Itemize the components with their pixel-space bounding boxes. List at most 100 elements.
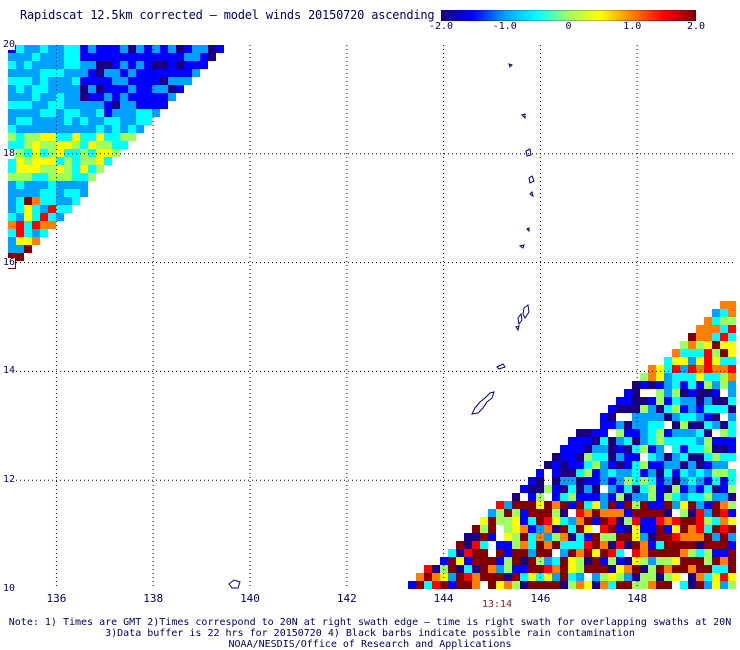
wind-cell xyxy=(688,413,696,421)
wind-cell xyxy=(568,573,576,581)
wind-cell xyxy=(184,45,192,53)
wind-cell xyxy=(24,85,32,93)
wind-cell xyxy=(688,525,696,533)
wind-cell xyxy=(168,93,176,101)
footnote-line-2: 3)Data buffer is 22 hrs for 20150720 4) … xyxy=(105,628,635,639)
wind-cell xyxy=(584,573,592,581)
swath-time-label: 13:14 xyxy=(481,599,513,610)
wind-cell xyxy=(88,109,96,117)
wind-cell xyxy=(536,533,544,541)
wind-cell xyxy=(672,509,680,517)
guam-coastline xyxy=(471,391,495,415)
wind-cell xyxy=(712,493,720,501)
wind-cell xyxy=(648,405,656,413)
wind-cell xyxy=(584,517,592,525)
wind-cell xyxy=(16,181,24,189)
wind-cell xyxy=(656,373,664,381)
wind-cell xyxy=(720,453,728,461)
wind-cell xyxy=(40,85,48,93)
wind-cell xyxy=(624,413,632,421)
sarigan-coastline xyxy=(526,227,530,233)
wind-cell xyxy=(24,165,32,173)
wind-cell xyxy=(104,117,112,125)
wind-cell xyxy=(664,365,672,373)
wind-cell xyxy=(688,461,696,469)
wind-cell xyxy=(712,485,720,493)
wind-cell xyxy=(640,421,648,429)
wind-cell xyxy=(648,445,656,453)
wind-cell xyxy=(88,149,96,157)
wind-cell xyxy=(608,469,616,477)
wind-cell xyxy=(688,381,696,389)
wind-cell xyxy=(488,541,496,549)
wind-cell xyxy=(712,349,720,357)
wind-cell xyxy=(432,573,440,581)
wind-cell xyxy=(496,581,504,589)
wind-cell xyxy=(112,125,120,133)
colorbar xyxy=(441,10,696,21)
wind-cell xyxy=(448,557,456,565)
wind-cell xyxy=(504,533,512,541)
wind-cell xyxy=(40,101,48,109)
wind-cell xyxy=(80,165,88,173)
wind-cell xyxy=(688,541,696,549)
wind-cell xyxy=(40,165,48,173)
wind-cell xyxy=(520,557,528,565)
wind-cell xyxy=(64,93,72,101)
wind-cell xyxy=(64,117,72,125)
wind-cell xyxy=(24,173,32,181)
wind-cell xyxy=(24,237,32,245)
wind-cell xyxy=(680,413,688,421)
wind-cell xyxy=(688,365,696,373)
wind-cell xyxy=(712,309,720,317)
wind-cell xyxy=(16,205,24,213)
wind-cell xyxy=(32,101,40,109)
wind-cell xyxy=(656,453,664,461)
map-title: Rapidscat 12.5km corrected – model winds… xyxy=(20,8,435,22)
wind-cell xyxy=(576,525,584,533)
wind-cell xyxy=(656,509,664,517)
wind-cell xyxy=(8,237,16,245)
wind-cell xyxy=(48,165,56,173)
wind-cell xyxy=(64,109,72,117)
wind-cell xyxy=(120,117,128,125)
wind-cell xyxy=(560,453,568,461)
wind-cell xyxy=(592,493,600,501)
wind-cell xyxy=(480,541,488,549)
wind-cell xyxy=(504,581,512,589)
wind-cell xyxy=(544,533,552,541)
longitude-tick-label: 148 xyxy=(627,592,648,605)
wind-cell xyxy=(144,93,152,101)
wind-cell xyxy=(48,173,56,181)
wind-cell xyxy=(464,557,472,565)
wind-cell xyxy=(560,493,568,501)
wind-cell xyxy=(704,525,712,533)
wind-cell xyxy=(656,413,664,421)
wind-cell xyxy=(560,445,568,453)
wind-cell xyxy=(40,213,48,221)
wind-cell xyxy=(616,429,624,437)
wind-cell xyxy=(720,493,728,501)
wind-cell xyxy=(664,381,672,389)
wind-cell xyxy=(592,429,600,437)
wind-cell xyxy=(32,213,40,221)
wind-cell xyxy=(624,517,632,525)
wind-cell xyxy=(608,485,616,493)
wind-cell xyxy=(616,461,624,469)
wind-cell xyxy=(632,533,640,541)
wind-cell xyxy=(720,421,728,429)
wind-cell xyxy=(704,533,712,541)
wind-cell xyxy=(408,581,416,589)
island-coastlines xyxy=(228,63,535,589)
wind-cell xyxy=(80,77,88,85)
wind-cell xyxy=(648,461,656,469)
wind-cell xyxy=(664,445,672,453)
wind-cell xyxy=(16,237,24,245)
wind-cell xyxy=(56,125,64,133)
wind-cell xyxy=(680,445,688,453)
wind-cell xyxy=(128,77,136,85)
wind-cell xyxy=(432,581,440,589)
wind-cell xyxy=(720,525,728,533)
wind-cell xyxy=(600,477,608,485)
wind-cell xyxy=(688,421,696,429)
